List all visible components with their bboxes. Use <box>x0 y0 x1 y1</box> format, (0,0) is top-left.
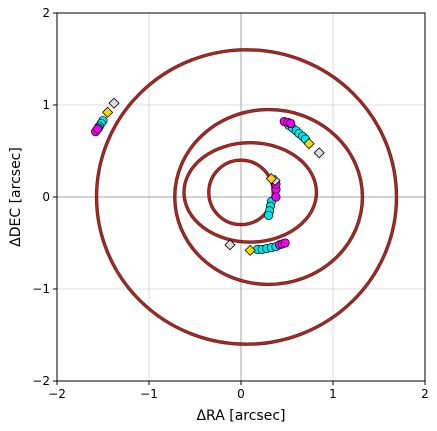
data-points <box>91 116 310 254</box>
end-marker-0 <box>102 106 114 118</box>
y-tick-label: 0 <box>42 190 50 204</box>
start-marker-1 <box>224 239 236 251</box>
y-tick-label: 1 <box>42 98 50 112</box>
x-tick-label: −2 <box>48 387 66 401</box>
x-axis-label: ΔRA [arcsec] <box>196 408 285 424</box>
grid <box>56 12 426 382</box>
orbit-fit-3 <box>95 48 398 346</box>
data-point-s1-6 <box>271 192 281 202</box>
x-tick-label: 0 <box>237 387 245 401</box>
start-marker-2 <box>313 147 325 159</box>
y-axis-label: ΔDEC [arcsec] <box>8 147 24 247</box>
end-marker-3 <box>265 173 277 185</box>
end-marker-2 <box>303 138 315 150</box>
x-tick-label: 2 <box>421 387 429 401</box>
x-tick-label: −1 <box>140 387 158 401</box>
end-marker-1 <box>244 244 256 256</box>
y-tick-label: −1 <box>32 282 50 296</box>
y-tick-label: −2 <box>32 374 50 388</box>
data-point-s1-10 <box>280 238 290 248</box>
data-point-s1-4 <box>286 118 296 128</box>
y-tick-label: 2 <box>42 6 50 20</box>
data-point-s1-1 <box>92 124 103 134</box>
orbit-curves <box>94 48 399 346</box>
epoch-markers <box>102 97 325 256</box>
data-point-s0-13 <box>264 210 274 220</box>
orbit-fit-1 <box>183 141 318 243</box>
axis-ticks: −2 −1 0 1 2 −2 −1 0 1 2 <box>32 6 429 401</box>
x-tick-label: 1 <box>329 387 337 401</box>
orbit-fit-2 <box>173 108 364 286</box>
start-marker-0 <box>108 97 120 109</box>
